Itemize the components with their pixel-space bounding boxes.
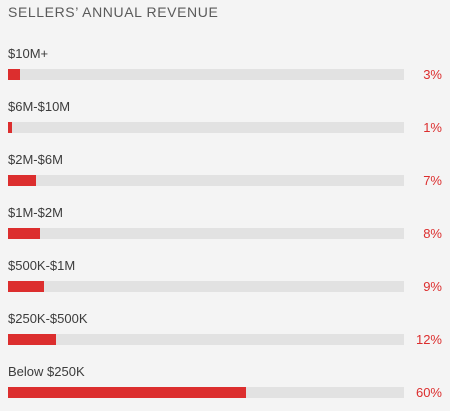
bar-fill: [8, 281, 44, 292]
bar-row: $250K-$500K 12%: [8, 311, 442, 351]
value-label: 3%: [423, 67, 442, 82]
category-label: $6M-$10M: [8, 99, 71, 114]
bar-fill: [8, 69, 20, 80]
bar-track: [8, 228, 404, 239]
value-label: 1%: [423, 120, 442, 135]
bar-row: $500K-$1M 9%: [8, 258, 442, 298]
category-label: $500K-$1M: [8, 258, 76, 273]
category-label: $250K-$500K: [8, 311, 88, 326]
bar-track: [8, 69, 404, 80]
bar-track: [8, 387, 404, 398]
bar-row: $10M+ 3%: [8, 46, 442, 86]
value-label: 7%: [423, 173, 442, 188]
bar-fill: [8, 122, 12, 133]
bar-row: Below $250K 60%: [8, 364, 442, 404]
category-label: $1M-$2M: [8, 205, 63, 220]
chart-title: SELLERS’ ANNUAL REVENUE: [8, 4, 219, 20]
category-label: Below $250K: [8, 364, 85, 379]
bar-fill: [8, 228, 40, 239]
value-label: 60%: [415, 385, 442, 400]
bar-fill: [8, 175, 36, 186]
bar-track: [8, 334, 404, 345]
bar-row: $1M-$2M 8%: [8, 205, 442, 245]
bar-track: [8, 281, 404, 292]
bar-row: $6M-$10M 1%: [8, 99, 442, 139]
value-label: 9%: [423, 279, 442, 294]
bar-track: [8, 122, 404, 133]
bar-fill: [8, 334, 56, 345]
category-label: $2M-$6M: [8, 152, 63, 167]
bar-row: $2M-$6M 7%: [8, 152, 442, 192]
value-label: 12%: [415, 332, 442, 347]
bar-fill: [8, 387, 246, 398]
bar-track: [8, 175, 404, 186]
value-label: 8%: [423, 226, 442, 241]
category-label: $10M+: [8, 46, 49, 61]
